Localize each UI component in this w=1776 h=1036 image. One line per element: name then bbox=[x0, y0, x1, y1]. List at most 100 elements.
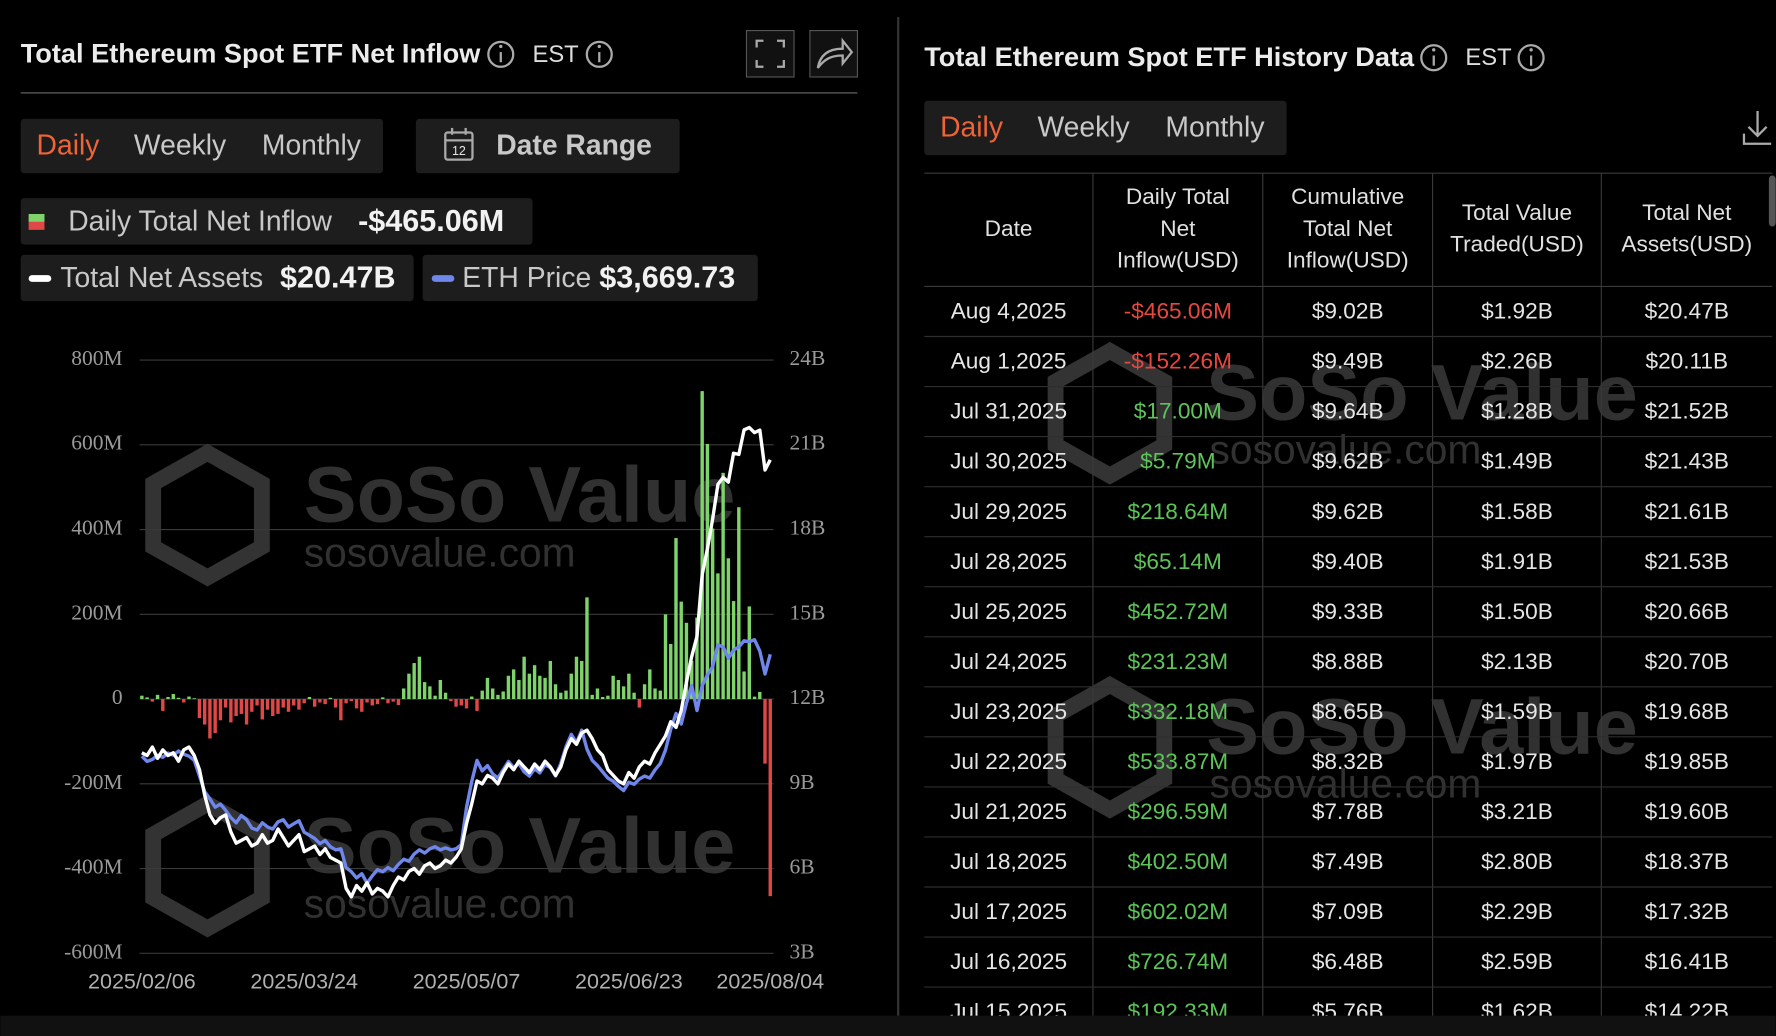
bar bbox=[328, 697, 333, 700]
tab-daily[interactable]: Daily bbox=[37, 129, 101, 161]
legend-label: Daily Total Net Inflow bbox=[68, 205, 332, 237]
share-button[interactable] bbox=[809, 30, 858, 78]
table-cell: Aug 4,2025 bbox=[951, 299, 1067, 324]
bar bbox=[752, 696, 757, 700]
bar bbox=[705, 443, 710, 700]
table-cell: $726.74M bbox=[1128, 949, 1229, 974]
table-cell: $533.87M bbox=[1128, 749, 1229, 774]
bar bbox=[632, 692, 636, 700]
date-range-label: Date Range bbox=[496, 129, 652, 161]
bar bbox=[271, 699, 275, 717]
table-cell: $1.97B bbox=[1481, 749, 1553, 774]
bar bbox=[742, 671, 746, 700]
bar bbox=[360, 699, 364, 712]
y2-tick-label: 18B bbox=[789, 516, 825, 540]
tab-daily[interactable]: Daily bbox=[940, 111, 1004, 143]
y2-tick-label: 6B bbox=[789, 855, 814, 879]
column-header: Cumulative bbox=[1291, 184, 1404, 209]
table-cell: $20.66B bbox=[1645, 599, 1729, 624]
bar bbox=[726, 558, 731, 700]
table-cell: $19.85B bbox=[1645, 749, 1729, 774]
table-cell: $14.22B bbox=[1645, 999, 1729, 1024]
bottom-strip bbox=[0, 1015, 1776, 1036]
table-cell: $1.62B bbox=[1481, 999, 1553, 1024]
bar bbox=[260, 699, 264, 720]
bar bbox=[213, 699, 217, 733]
legend-swatch-down bbox=[28, 221, 45, 230]
bar bbox=[522, 656, 526, 700]
table-cell: $19.60B bbox=[1645, 799, 1729, 824]
table-cell: $2.26B bbox=[1481, 349, 1553, 374]
y2-tick-label: 9B bbox=[789, 770, 814, 794]
legend-box bbox=[20, 254, 414, 302]
column-header: Total Net bbox=[1642, 200, 1732, 225]
table-cell: $2.13B bbox=[1481, 649, 1553, 674]
legend-value: -$465.06M bbox=[358, 204, 504, 238]
legend-value: $20.47B bbox=[280, 261, 396, 295]
info-icon[interactable] bbox=[585, 40, 613, 68]
fullscreen-button[interactable] bbox=[745, 30, 795, 78]
bar bbox=[747, 606, 751, 700]
line-y2 bbox=[141, 425, 772, 899]
table-cell: $20.70B bbox=[1645, 649, 1729, 674]
bar bbox=[197, 699, 202, 719]
table-cell: Jul 24,2025 bbox=[950, 649, 1067, 674]
table-cell: $9.02B bbox=[1312, 299, 1384, 324]
bar bbox=[438, 680, 443, 700]
bar bbox=[459, 699, 463, 706]
calendar-day: 12 bbox=[452, 144, 466, 158]
table-cell: -$152.26M bbox=[1124, 349, 1232, 374]
column-header: Inflow(USD) bbox=[1287, 248, 1409, 273]
table-cell: $1.91B bbox=[1481, 549, 1553, 574]
bar bbox=[192, 698, 196, 700]
table-cell: $19.68B bbox=[1645, 699, 1729, 724]
table-cell: -$465.06M bbox=[1124, 299, 1232, 324]
info-icon[interactable] bbox=[1420, 44, 1448, 72]
bar bbox=[553, 684, 558, 700]
y-tick-label: 400M bbox=[71, 516, 122, 540]
bar bbox=[239, 699, 244, 714]
bar bbox=[689, 660, 694, 700]
y2-tick-label: 21B bbox=[789, 431, 825, 455]
column-header: Traded(USD) bbox=[1450, 232, 1584, 257]
bar bbox=[527, 673, 532, 700]
bar bbox=[422, 682, 427, 700]
y2-tick-label: 24B bbox=[789, 346, 825, 370]
bar bbox=[333, 699, 338, 708]
watermark-site: sosovalue.com bbox=[1210, 427, 1482, 473]
bar bbox=[454, 699, 458, 707]
legend-label: Total Net Assets bbox=[60, 261, 263, 293]
download-button[interactable] bbox=[1742, 110, 1772, 145]
column-header: Net bbox=[1160, 216, 1196, 241]
y-tick-label: 0 bbox=[112, 685, 123, 709]
bar bbox=[391, 699, 395, 702]
tab-monthly[interactable]: Monthly bbox=[262, 129, 362, 161]
table-cell: $7.78B bbox=[1312, 799, 1384, 824]
bar bbox=[684, 622, 689, 700]
info-icon[interactable] bbox=[1517, 44, 1545, 72]
tab-group bbox=[20, 118, 384, 174]
bar bbox=[642, 684, 647, 700]
bar bbox=[621, 686, 626, 700]
bar bbox=[255, 699, 259, 706]
column-header: Date bbox=[985, 216, 1033, 241]
date-range-button[interactable] bbox=[415, 118, 680, 174]
bar bbox=[548, 660, 553, 700]
table-cell: $21.52B bbox=[1645, 399, 1729, 424]
table-cell: Jul 29,2025 bbox=[950, 499, 1067, 524]
info-icon[interactable] bbox=[487, 40, 515, 68]
tab-weekly[interactable]: Weekly bbox=[134, 129, 227, 161]
bar bbox=[166, 696, 170, 700]
calendar-icon: 12 bbox=[444, 127, 474, 161]
tab-weekly[interactable]: Weekly bbox=[1037, 111, 1130, 143]
column-header: Inflow(USD) bbox=[1117, 248, 1239, 273]
table-cell: $20.47B bbox=[1645, 299, 1729, 324]
tab-monthly[interactable]: Monthly bbox=[1165, 111, 1265, 143]
bar bbox=[401, 688, 406, 700]
legend-swatch bbox=[431, 275, 455, 282]
table-cell: $65.14M bbox=[1134, 549, 1222, 574]
bar bbox=[721, 472, 725, 700]
scrollbar[interactable] bbox=[1768, 175, 1776, 227]
table-cell: Jul 16,2025 bbox=[950, 949, 1067, 974]
y-tick-label: -600M bbox=[64, 939, 123, 963]
